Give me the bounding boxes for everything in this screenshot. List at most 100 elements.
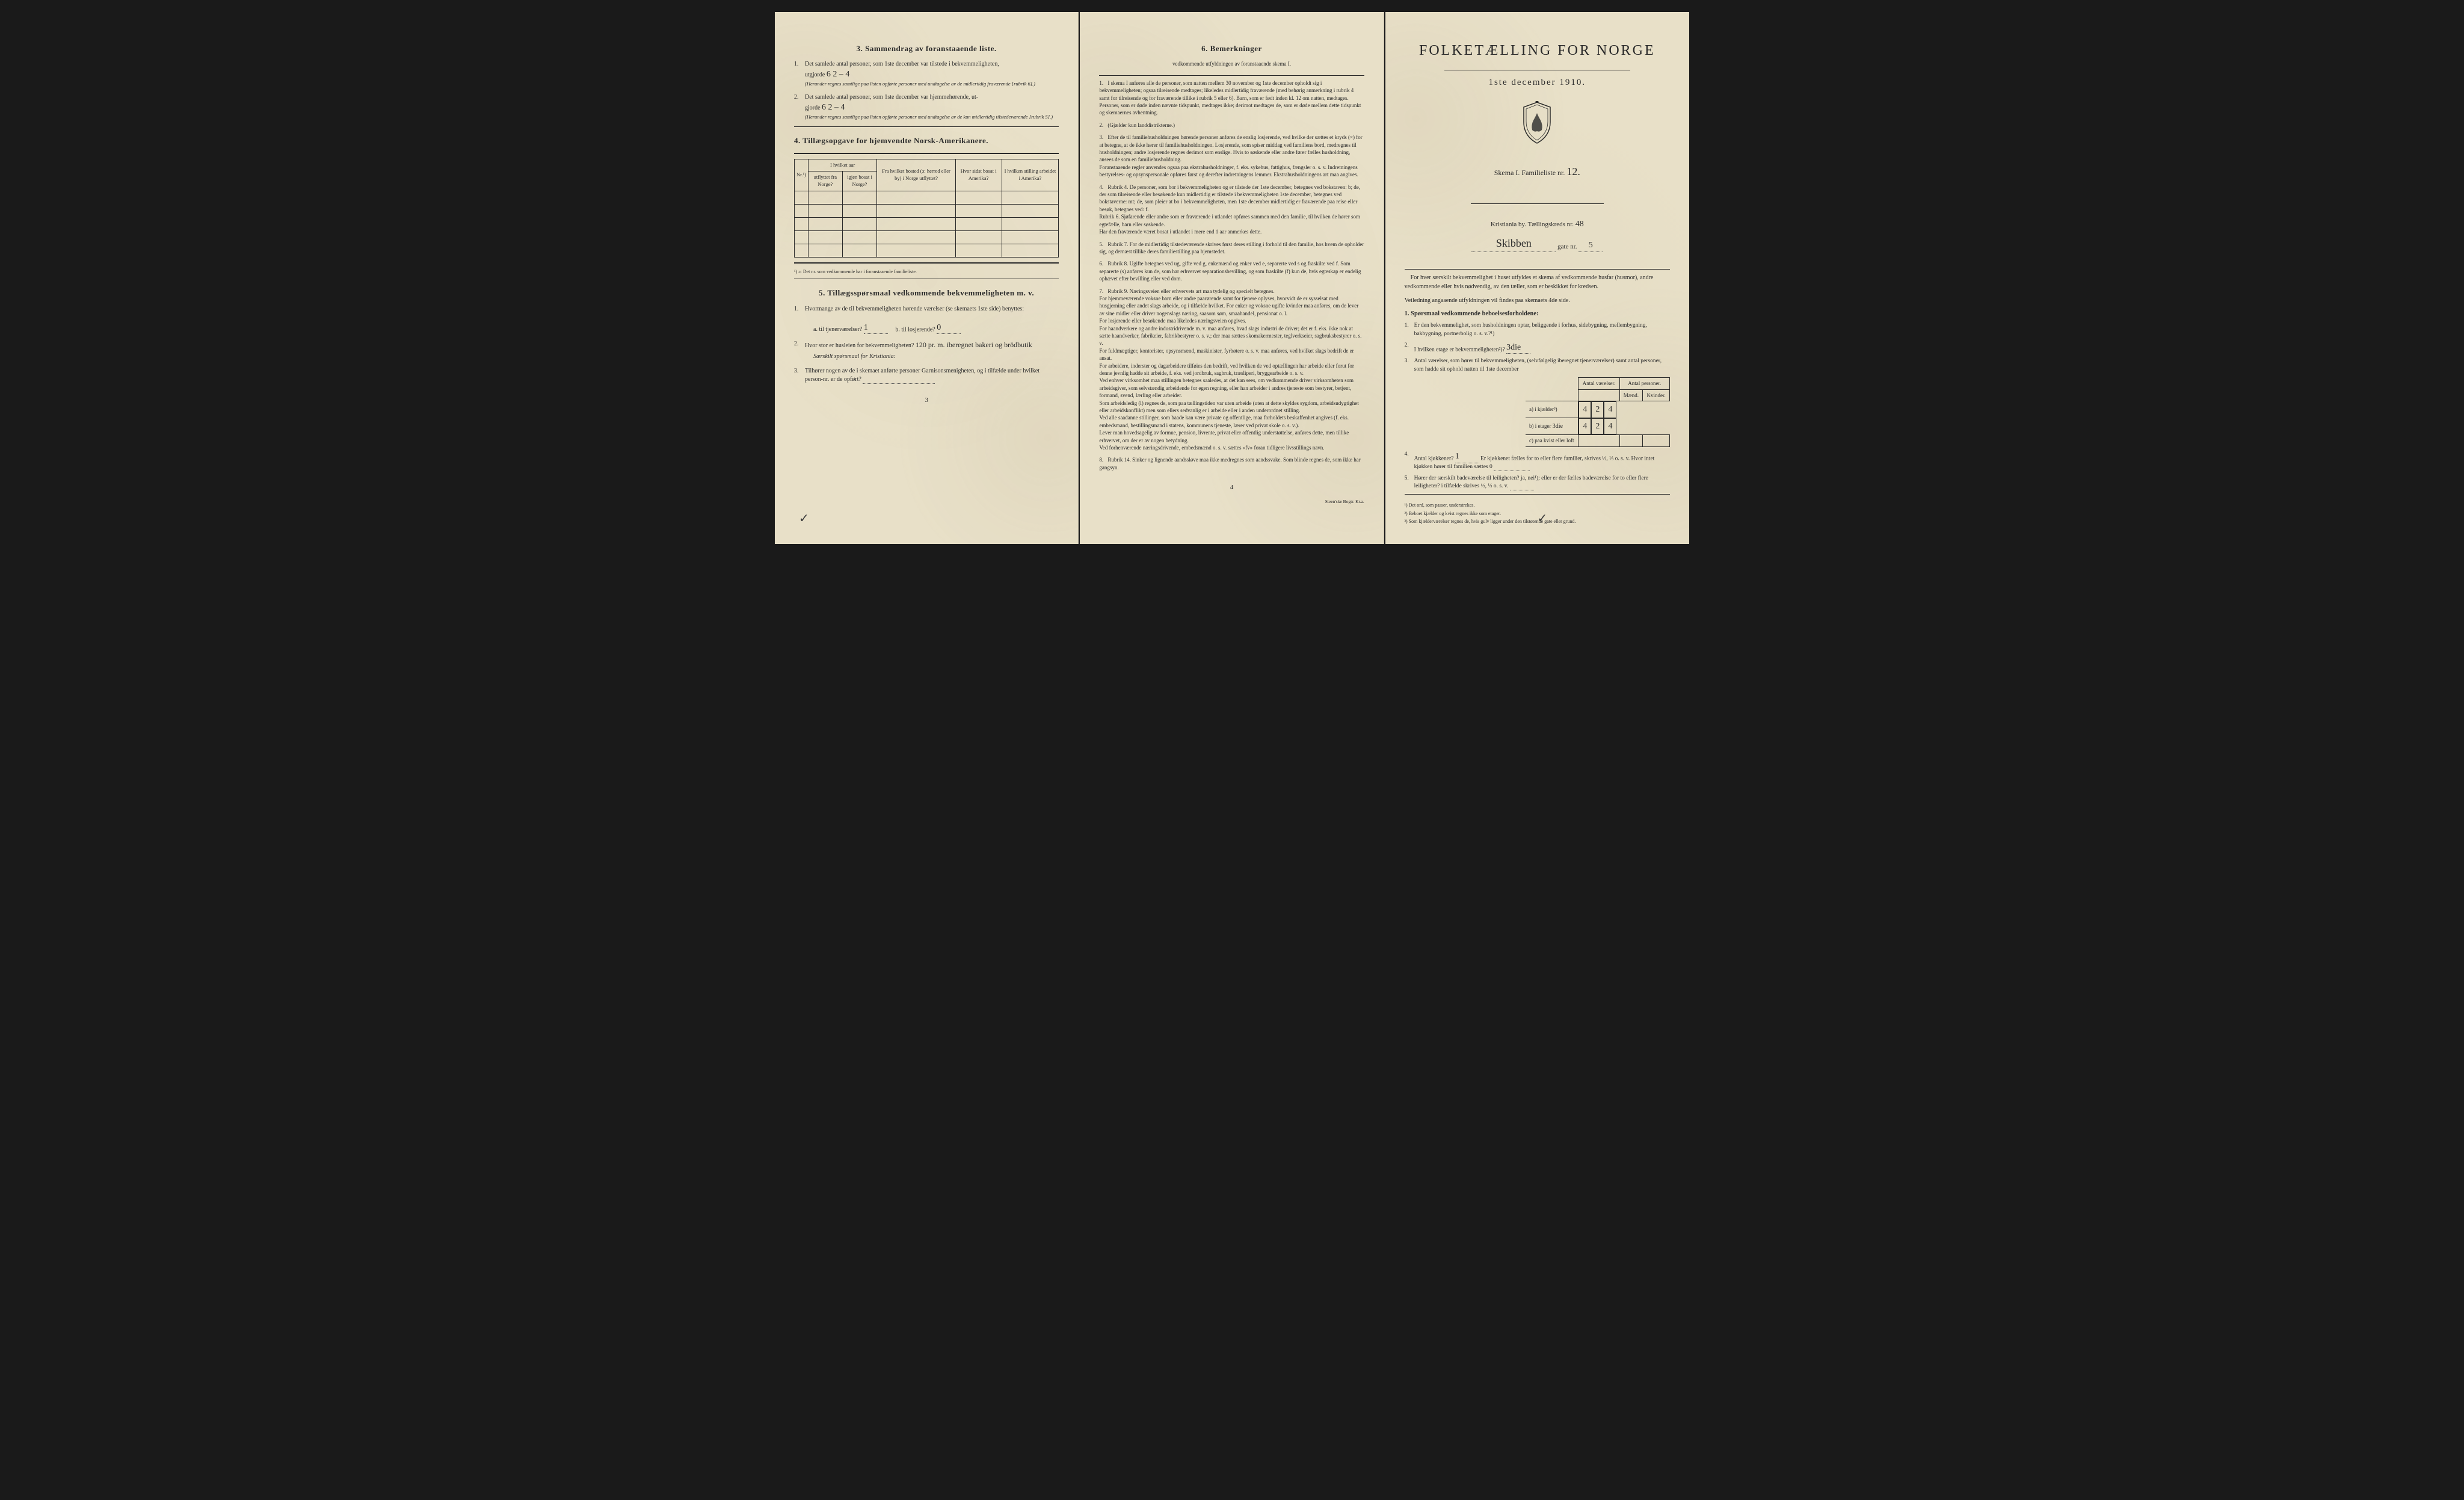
rooms-table: Antal værelser. Antal personer. Mænd. Kv…: [1526, 377, 1670, 447]
th-rooms: Antal værelser.: [1578, 378, 1619, 390]
fn1: ¹) Det ord, som passer, understrekes.: [1405, 502, 1670, 508]
instr-1: 1.I skema I anføres alle de personer, so…: [1099, 79, 1364, 117]
section-6-subtitle: vedkommende utfyldningen av foranstaaend…: [1099, 60, 1364, 68]
q1-text: Er den bekvemmelighet, som husholdningen…: [1414, 323, 1647, 336]
s5-q1a-val: 1: [864, 322, 888, 335]
instr-7-text: Rubrik 9. Næringsveien eller erhvervets …: [1099, 288, 1361, 451]
instr-6-text: Rubrik 8. Ugifte betegnes ved ug, gifte …: [1099, 261, 1361, 282]
date-title: 1ste december 1910.: [1405, 76, 1670, 89]
section-3-item-1: Det samlede antal personer, som 1ste dec…: [794, 60, 1059, 87]
s3-i2-label: gjorde: [805, 105, 821, 111]
th-k: Kvinder.: [1643, 389, 1670, 401]
th-year-group: I hvilket aar: [808, 159, 877, 171]
skema-label: Skema I. Familieliste nr.: [1494, 168, 1565, 177]
divider: [1405, 494, 1670, 495]
page-4: 6. Bemerkninger vedkommende utfyldningen…: [1080, 12, 1384, 544]
row-b-k: 4: [1604, 418, 1616, 435]
th-igjen: igjen bosat i Norge?: [842, 171, 877, 191]
section-5-title: 5. Tillægsspørsmaal vedkommende bekvemme…: [794, 288, 1059, 298]
section-4-footnote: ¹) ɔ: Det nr. som vedkommende har i fora…: [794, 268, 1059, 275]
checkmark-icon: ✓: [799, 510, 809, 527]
instr-8-text: Rubrik 14. Sinker og lignende aandssløve…: [1099, 457, 1360, 470]
s3-i2-value: 6 2 – 4: [822, 102, 845, 114]
s3-i1-note: (Herunder regnes samtlige paa listen opf…: [805, 81, 1059, 87]
section-5-list: Hvormange av de til bekvemmeligheten hør…: [794, 305, 1059, 384]
rooms-row-c: c) paa kvist eller loft: [1526, 435, 1670, 447]
th-stilling: I hvilken stilling arbeidet i Amerika?: [1002, 159, 1059, 191]
row-b-hand: 3die: [1553, 422, 1563, 431]
kreds-nr: 48: [1575, 218, 1584, 230]
page-number: 3: [794, 396, 1059, 405]
s5-q1-text: Hvormange av de til bekvemmeligheten hør…: [805, 306, 1024, 312]
table-rule-bottom: [794, 262, 1059, 264]
street-suffix: gate nr.: [1557, 243, 1577, 250]
row-b-rooms: 4: [1578, 418, 1591, 435]
q5-text: Hører der særskilt badeværelse til leili…: [1414, 475, 1648, 489]
table-row: [795, 244, 1059, 258]
coat-of-arms-icon: [1405, 101, 1670, 147]
questions-list: 1.Er den bekvemmelighet, som husholdning…: [1405, 322, 1670, 490]
q4-text: Antal kjøkkener?: [1414, 455, 1454, 461]
section-3-item-2: Det samlede antal personer, som 1ste dec…: [794, 93, 1059, 120]
question-1: 1.Er den bekvemmelighet, som husholdning…: [1405, 322, 1670, 338]
instr-3-text: Efter de til familiehusholdningen hørend…: [1099, 134, 1362, 177]
rooms-row-b: b) i etager 3die 4 2 4: [1526, 418, 1670, 435]
s5-q1a-label: a. til tjenerværelser?: [813, 326, 862, 333]
s5-q3-text: Tilhører nogen av de i skemaet anførte p…: [805, 368, 1040, 383]
printer-imprint: Steen'ske Bogtr. Kr.a.: [1099, 499, 1364, 505]
instr-4-text: Rubrik 4. De personer, som bor i bekvemm…: [1099, 184, 1360, 235]
question-5: 5. Hører der særskilt badeværelse til le…: [1405, 475, 1670, 491]
street-hand: Skibben: [1471, 236, 1556, 252]
instructions-list: 1.I skema I anføres alle de personer, so…: [1099, 79, 1364, 472]
s5-q1: Hvormange av de til bekvemmeligheten hør…: [794, 305, 1059, 335]
instr-7: 7.Rubrik 9. Næringsveien eller erhvervet…: [1099, 288, 1364, 452]
table-row: [795, 218, 1059, 231]
table-row: [795, 191, 1059, 205]
section-3-title: 3. Sammendrag av foranstaaende liste.: [794, 43, 1059, 54]
city-label: Kristiania by. Tællingskreds nr.: [1491, 221, 1574, 228]
s5-q3: Tilhører nogen av de i skemaet anførte p…: [794, 367, 1059, 384]
questions-header: 1. Spørsmaal vedkommende beboelsesforhol…: [1405, 310, 1670, 319]
q4-val: 1: [1455, 451, 1479, 463]
checkmark-icon: ✓: [1537, 510, 1547, 527]
instr-5: 5.Rubrik 7. For de midlertidig tilstedev…: [1099, 241, 1364, 256]
row-a-k: 4: [1604, 401, 1616, 418]
row-a-rooms: 4: [1578, 401, 1591, 418]
page-3: 3. Sammendrag av foranstaaende liste. De…: [775, 12, 1079, 544]
page-cover: FOLKETÆLLING FOR NORGE 1ste december 191…: [1385, 12, 1689, 544]
intro-2: Veiledning angaaende utfyldningen vil fi…: [1405, 296, 1670, 305]
instr-8: 8.Rubrik 14. Sinker og lignende aandsslø…: [1099, 456, 1364, 471]
section-4-title: 4. Tillægsopgave for hjemvendte Norsk-Am…: [794, 135, 1059, 146]
skema-line: Skema I. Familieliste nr. 12.: [1405, 164, 1670, 179]
page-number: 4: [1099, 483, 1364, 492]
section-6-title: 6. Bemerkninger: [1099, 43, 1364, 54]
s5-q2-note: Særskilt spørsmaal for Kristiania:: [813, 353, 1059, 361]
table-row: [795, 231, 1059, 244]
row-b-label-text: b) i etager: [1529, 423, 1551, 429]
section-3-list: Det samlede antal personer, som 1ste dec…: [794, 60, 1059, 120]
s3-i2-text: Det samlede antal personer, som 1ste dec…: [805, 94, 978, 100]
intro-1: For hver særskilt bekvemmelighet i huset…: [1405, 273, 1670, 291]
divider: [794, 126, 1059, 127]
q3-text: Antal værelser, som hører til bekvemmeli…: [1414, 358, 1662, 372]
emigrant-table: Nr.¹) I hvilket aar Fra hvilket bosted (…: [794, 159, 1059, 258]
instr-2-text: (Gjælder kun landdistrikterne.): [1107, 122, 1175, 128]
instr-5-text: Rubrik 7. For de midlertidig tilstedevær…: [1099, 241, 1364, 255]
row-b-m: 2: [1591, 418, 1604, 435]
th-bosted: Fra hvilket bosted (ɔ: herred eller by) …: [877, 159, 955, 191]
s3-i1-text: Det samlede antal personer, som 1ste dec…: [805, 61, 999, 67]
q2-text: I hvilken etage er bekvemmeligheten²)?: [1414, 347, 1505, 353]
row-c-label: c) paa kvist eller loft: [1526, 435, 1578, 447]
question-3: 3.Antal værelser, som hører til bekvemme…: [1405, 357, 1670, 447]
s5-q1b-val: 0: [937, 322, 961, 335]
question-4: 4. Antal kjøkkener? 1 Er kjøkkenet fælle…: [1405, 451, 1670, 471]
census-document: 3. Sammendrag av foranstaaende liste. De…: [775, 12, 1689, 544]
row-a-m: 2: [1591, 401, 1604, 418]
th-utflyttet: utflyttet fra Norge?: [808, 171, 843, 191]
instr-1-text: I skema I anføres alle de personer, som …: [1099, 80, 1361, 116]
city-line: Kristiania by. Tællingskreds nr. 48: [1405, 218, 1670, 230]
row-b-label: b) i etager 3die: [1526, 418, 1578, 435]
q2-val: 3die: [1506, 342, 1530, 354]
s5-q2-val: 120 pr. m. iberegnet bakeri og brödbutik: [916, 340, 1032, 350]
skema-rule: [1471, 203, 1604, 204]
